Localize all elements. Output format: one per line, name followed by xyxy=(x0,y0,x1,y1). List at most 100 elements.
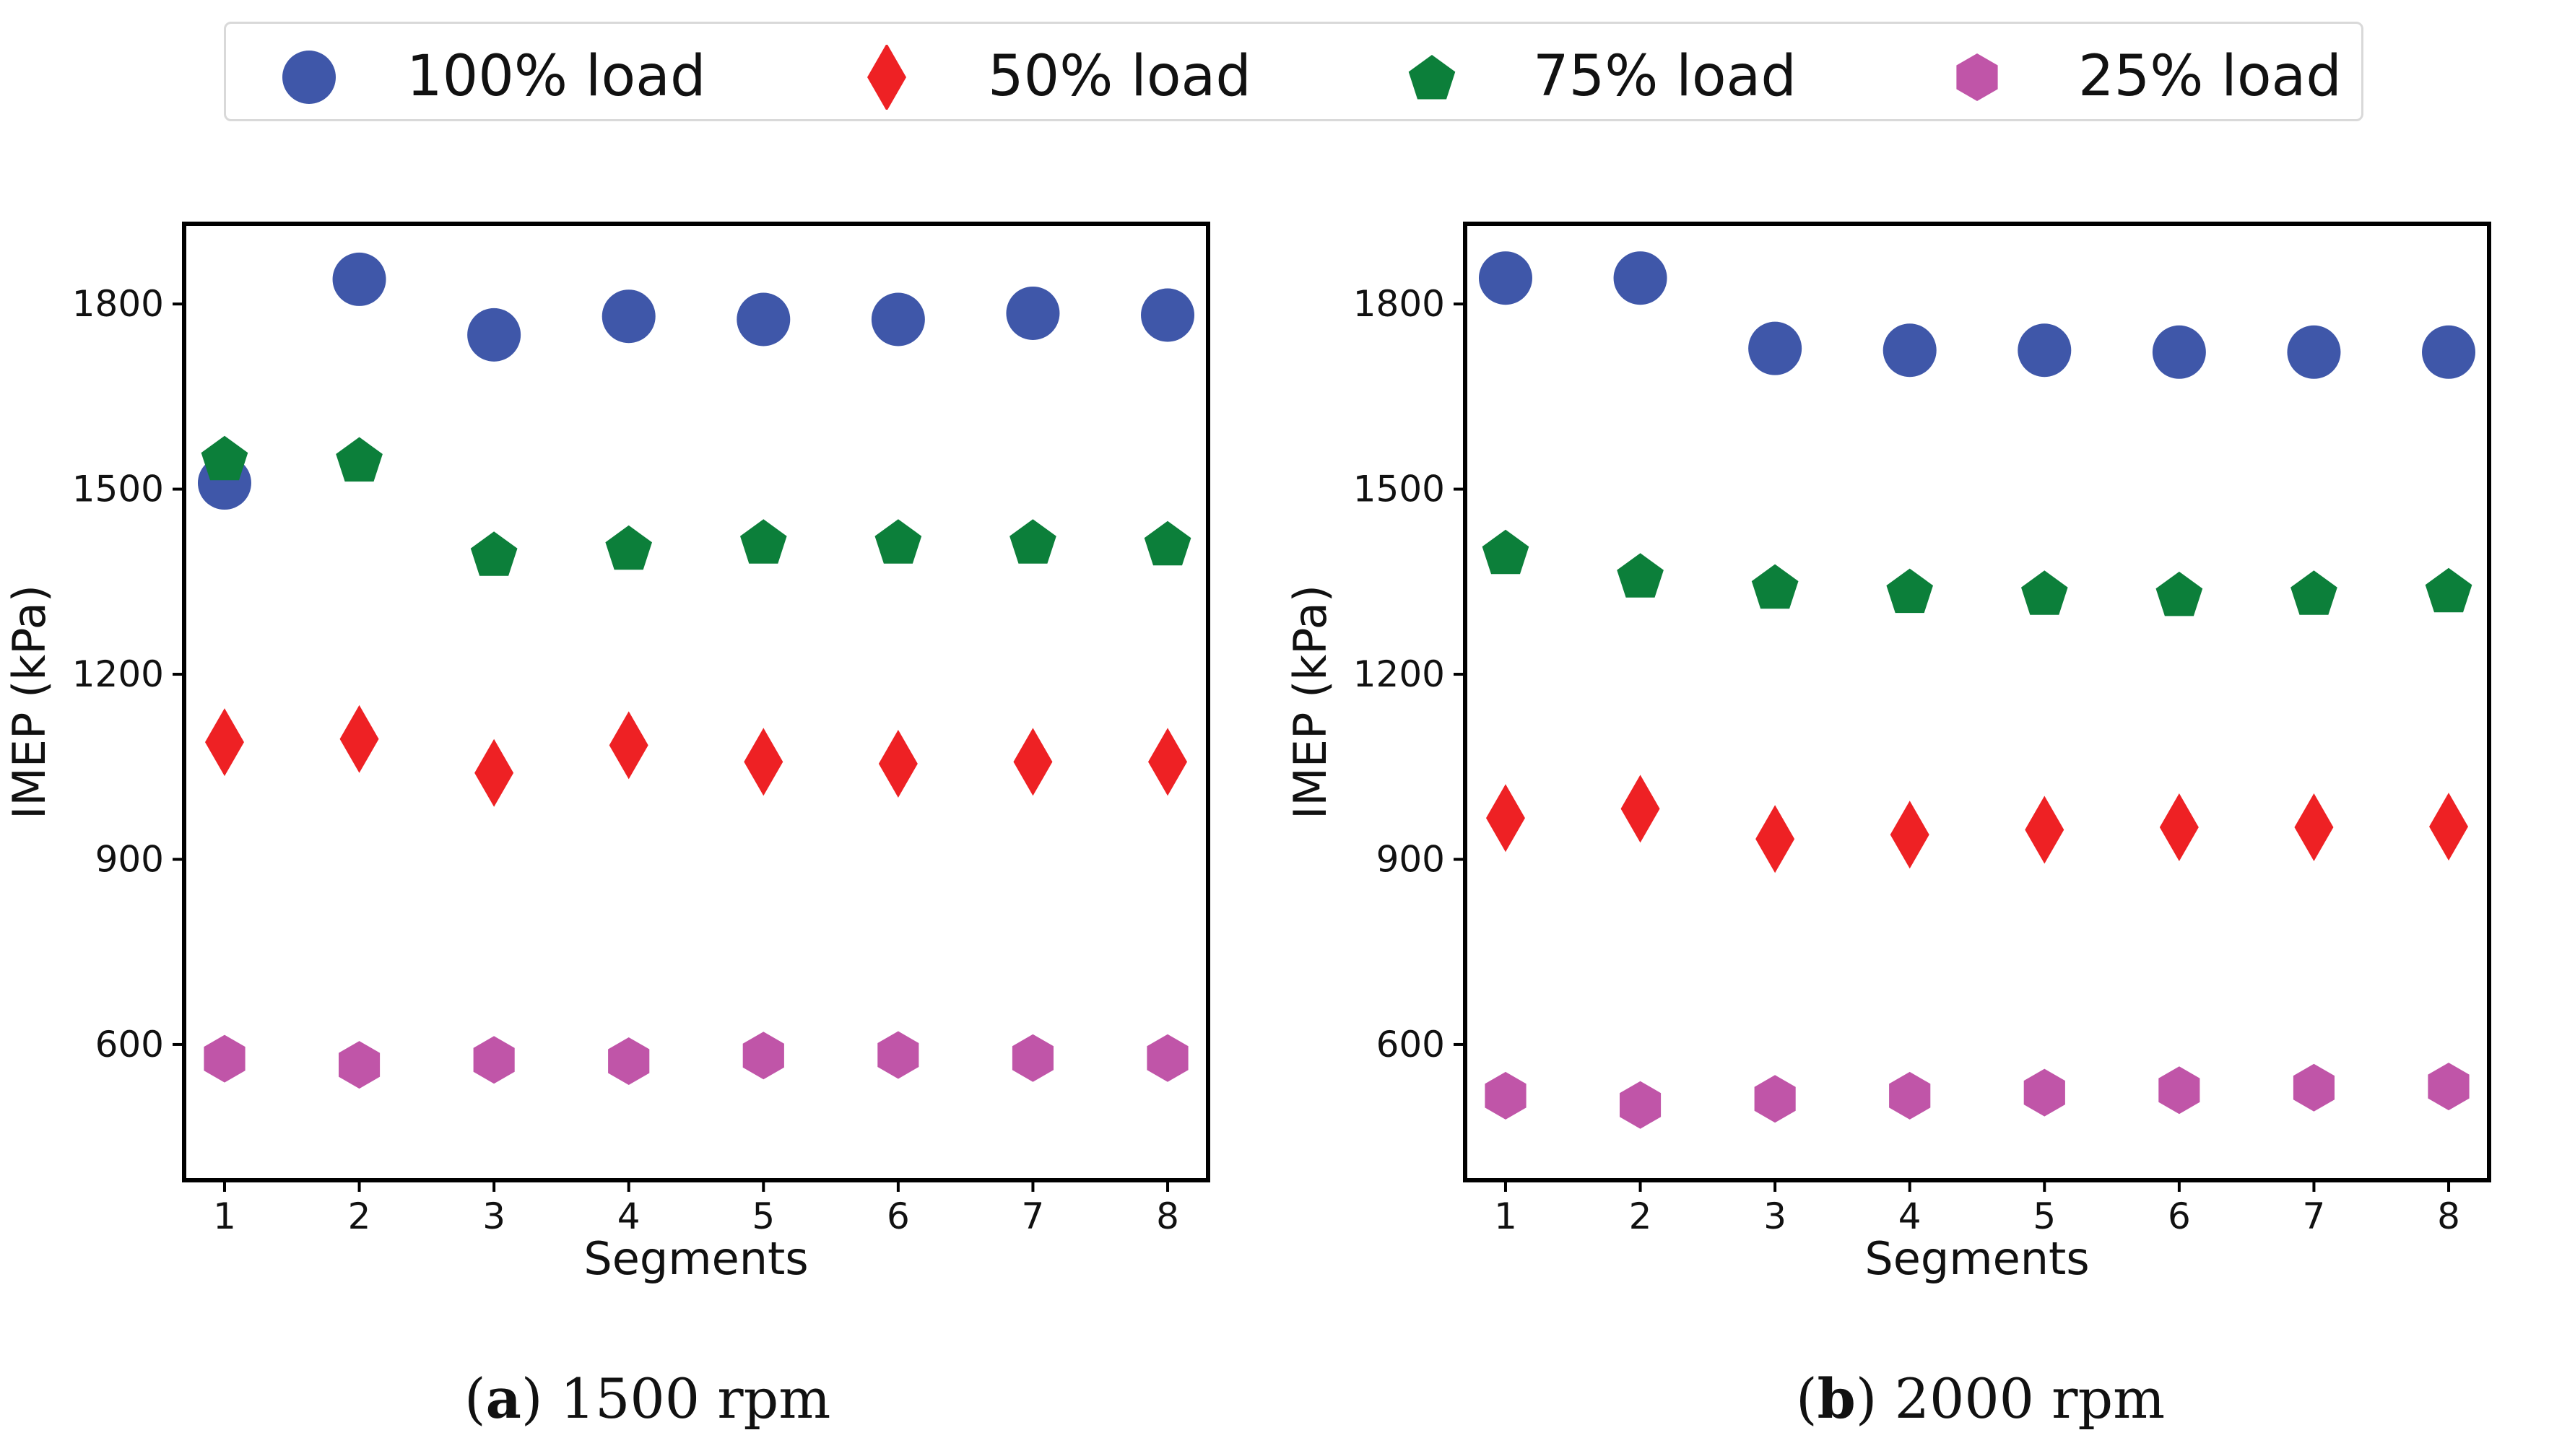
hexagon-marker-icon xyxy=(1956,53,1998,101)
x-tick-label: 6 xyxy=(887,1195,910,1237)
data-point-diamond xyxy=(2025,795,2064,864)
data-point-circle xyxy=(467,308,521,362)
legend-marker-pentagon xyxy=(1408,55,1456,100)
x-axis-label: Segments xyxy=(583,1232,808,1285)
data-point-diamond xyxy=(609,711,648,780)
y-tick-label: 1200 xyxy=(72,653,164,695)
circle-marker-icon xyxy=(282,51,336,104)
x-tick-label: 7 xyxy=(2303,1195,2326,1237)
x-axis-label: Segments xyxy=(1864,1232,2089,1285)
x-tick-label: 4 xyxy=(1898,1195,1922,1237)
data-point-pentagon xyxy=(2021,570,2068,615)
data-point-diamond xyxy=(2159,793,2199,862)
data-point-circle xyxy=(2287,325,2341,379)
data-point-pentagon xyxy=(1144,520,1191,566)
data-point-circle xyxy=(1141,288,1195,342)
data-point-circle xyxy=(1478,251,1532,305)
data-point-hexagon xyxy=(1485,1071,1527,1120)
data-point-pentagon xyxy=(201,435,248,481)
data-point-diamond xyxy=(1148,728,1188,796)
x-tick-label: 5 xyxy=(752,1195,775,1237)
data-point-pentagon xyxy=(2425,567,2472,613)
data-point-hexagon xyxy=(1147,1034,1189,1082)
data-point-hexagon xyxy=(608,1037,650,1085)
data-point-pentagon xyxy=(1886,568,1933,614)
y-tick-label: 1500 xyxy=(1353,468,1445,510)
legend-label: 25% load xyxy=(2078,44,2342,109)
legend-label: 75% load xyxy=(1533,44,1797,109)
data-point-circle xyxy=(602,289,656,344)
data-point-diamond xyxy=(339,705,379,773)
chart-panel-a: 600 900 1200 1500 1800 1 2 3 4 5 6 7 8 Segments IMEP (… xyxy=(0,209,1281,1292)
y-tick-label: 600 xyxy=(1376,1024,1445,1065)
x-tick-label: 4 xyxy=(617,1195,640,1237)
data-point-hexagon xyxy=(1889,1071,1931,1120)
legend-label: 100% load xyxy=(407,44,706,109)
x-tick-label: 1 xyxy=(1494,1195,1517,1237)
data-point-pentagon xyxy=(1617,553,1664,598)
x-tick-label: 2 xyxy=(1629,1195,1652,1237)
y-tick-label: 1800 xyxy=(1353,283,1445,325)
data-point-circle xyxy=(2422,325,2476,379)
data-point-circle xyxy=(1613,251,1667,305)
data-point-pentagon xyxy=(1482,529,1529,575)
data-point-diamond xyxy=(1890,801,1929,869)
y-axis-label: IMEP (kPa) xyxy=(1284,585,1337,819)
data-point-diamond xyxy=(1013,728,1053,796)
caption-letter: b xyxy=(1817,1366,1856,1431)
scatter-plot-a: 600 900 1200 1500 1800 1 2 3 4 5 6 7 8 Segments IMEP (… xyxy=(3,222,1210,1285)
data-point-hexagon xyxy=(2293,1063,2335,1112)
caption-b: (b) 2000 rpm xyxy=(1796,1366,2166,1431)
x-tick-label: 8 xyxy=(2437,1195,2460,1237)
y-tick-label: 600 xyxy=(95,1024,164,1065)
data-point-circle xyxy=(871,292,925,346)
pentagon-marker-icon xyxy=(1408,55,1456,100)
scatter-plot-b: 600 900 1200 1500 1800 1 2 3 4 5 6 7 8 Segments IMEP (… xyxy=(1284,222,2491,1285)
x-tick-label: 5 xyxy=(2033,1195,2056,1237)
data-point-circle xyxy=(1883,323,1937,378)
data-point-hexagon xyxy=(2158,1066,2200,1115)
chart-panel-b: 600 900 1200 1500 1800 1 2 3 4 5 6 7 8 Segments IMEP (… xyxy=(1281,209,2562,1292)
caption-letter: a xyxy=(485,1366,521,1431)
data-point-circle xyxy=(2152,325,2206,379)
diamond-marker-icon xyxy=(867,45,906,110)
data-point-diamond xyxy=(1485,784,1525,853)
y-tick-label: 1500 xyxy=(72,468,164,510)
x-tick-label: 7 xyxy=(1022,1195,1045,1237)
data-point-pentagon xyxy=(874,519,922,564)
data-point-hexagon xyxy=(473,1036,515,1084)
data-point-circle xyxy=(737,292,791,346)
data-point-pentagon xyxy=(2155,571,2203,616)
data-point-hexagon xyxy=(2428,1063,2470,1111)
data-point-diamond xyxy=(1755,805,1795,873)
data-point-pentagon xyxy=(605,525,652,570)
data-point-hexagon xyxy=(1754,1075,1796,1123)
legend-label: 50% load xyxy=(988,44,1251,109)
data-point-pentagon xyxy=(1009,519,1056,564)
y-axis-label: IMEP (kPa) xyxy=(3,585,56,819)
data-point-diamond xyxy=(2294,793,2334,862)
x-tick-label: 2 xyxy=(348,1195,371,1237)
data-point-diamond xyxy=(744,728,783,796)
plot-frame xyxy=(182,222,1210,1182)
data-point-hexagon xyxy=(204,1034,246,1083)
y-tick-label: 900 xyxy=(1376,838,1445,880)
y-tick-label: 900 xyxy=(95,838,164,880)
data-point-circle xyxy=(2018,323,2072,378)
caption-a: (a) 1500 rpm xyxy=(464,1366,831,1431)
data-point-pentagon xyxy=(336,437,383,482)
y-tick-label: 1800 xyxy=(72,283,164,325)
x-tick-label: 3 xyxy=(1763,1195,1786,1237)
data-point-hexagon xyxy=(877,1031,919,1079)
data-point-pentagon xyxy=(1751,564,1799,609)
data-point-diamond xyxy=(204,708,244,777)
x-tick-label: 6 xyxy=(2168,1195,2191,1237)
x-tick-label: 8 xyxy=(1156,1195,1179,1237)
data-point-hexagon xyxy=(339,1041,381,1089)
data-point-hexagon xyxy=(2023,1068,2065,1117)
caption-text: 2000 rpm xyxy=(1877,1366,2166,1431)
data-point-pentagon xyxy=(470,531,518,576)
data-point-circle xyxy=(332,252,386,306)
plot-frame xyxy=(1463,222,2491,1182)
data-point-diamond xyxy=(878,729,918,798)
